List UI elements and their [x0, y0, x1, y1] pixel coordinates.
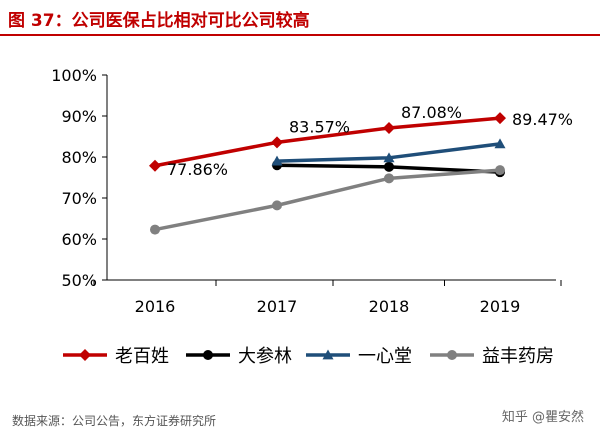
legend-label: 一心堂: [358, 346, 412, 367]
legend-marker-0: [79, 349, 91, 361]
data-label: 87.08%: [401, 103, 462, 122]
series-point-2: [383, 152, 395, 163]
series-line-3: [154, 168, 501, 232]
series-point-3: [272, 200, 282, 211]
y-tick-label: 50%: [61, 271, 97, 290]
source-note: 数据来源：公司公告，东方证券研究所: [12, 414, 217, 428]
y-tick-label: 100%: [51, 66, 97, 85]
y-tick-label: 80%: [61, 148, 97, 167]
data-label: 83.57%: [289, 117, 350, 136]
series-point-3: [384, 173, 394, 184]
legend-label: 益丰药房: [482, 346, 554, 367]
watermark: 知乎 @瞿安然: [501, 410, 584, 425]
data-label: 89.47%: [512, 110, 573, 129]
x-tick-label: 2016: [135, 297, 176, 316]
series-point-0: [271, 136, 283, 149]
series-point-1: [384, 161, 394, 172]
legend-marker-1: [203, 350, 213, 360]
legend-marker-2: [322, 349, 334, 360]
title-divider: [0, 34, 600, 36]
series-point-2: [271, 155, 283, 166]
data-label: 77.86%: [167, 160, 228, 179]
series-point-0: [383, 121, 395, 134]
series-point-3: [495, 165, 505, 176]
legend-marker-3: [447, 350, 457, 360]
series-point-3: [150, 224, 160, 235]
series-point-2: [494, 138, 506, 149]
y-tick-label: 90%: [61, 107, 97, 126]
y-tick-label: 60%: [61, 230, 97, 249]
series-point-0: [494, 112, 506, 125]
x-tick-label: 2019: [480, 297, 521, 316]
x-tick-label: 2018: [369, 297, 410, 316]
legend-label: 大参林: [238, 346, 292, 367]
series-line-0: [154, 116, 501, 168]
series-point-0: [149, 159, 161, 172]
y-tick-label: 70%: [61, 189, 97, 208]
line-chart: 50% 60% 70% 80% 90% 100% 2016 2017 2018 2019 77.86…: [51, 66, 573, 367]
x-tick-label: 2017: [257, 297, 298, 316]
figure-title: 图 37：公司医保占比相对可比公司较高: [8, 11, 310, 31]
legend-label: 老百姓: [115, 346, 169, 367]
